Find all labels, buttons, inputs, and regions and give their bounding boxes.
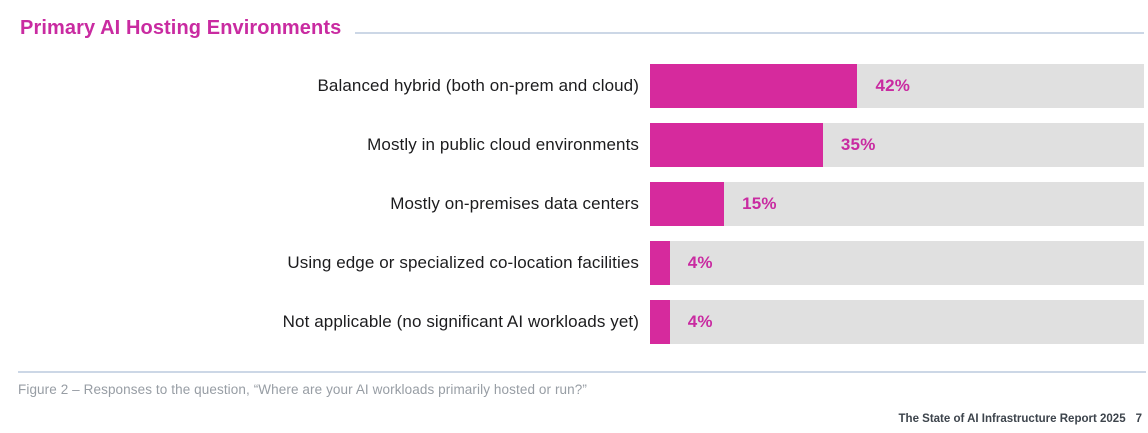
bar xyxy=(650,300,670,344)
bar-chart-row: Mostly on-premises data centers 15% xyxy=(0,182,1144,226)
bar-chart-row: Balanced hybrid (both on-prem and cloud)… xyxy=(0,64,1144,108)
bar-value-label: 42% xyxy=(875,76,911,95)
bar-track: 4% xyxy=(650,241,1144,285)
report-title: The State of AI Infrastructure Report 20… xyxy=(898,413,1126,425)
bar-value-label: 4% xyxy=(687,312,713,331)
bar-value-label: 4% xyxy=(687,253,713,272)
figure-caption: Figure 2 – Responses to the question, “W… xyxy=(18,382,587,397)
category-label: Mostly on-premises data centers xyxy=(390,194,639,213)
page-number: 7 xyxy=(1135,413,1142,425)
bar-track: 35% xyxy=(650,123,1144,167)
category-label: Mostly in public cloud environments xyxy=(367,135,639,154)
bar xyxy=(650,182,725,226)
chart-title: Primary AI Hosting Environments xyxy=(20,16,342,39)
bar xyxy=(650,123,823,167)
category-label: Using edge or specialized co-location fa… xyxy=(287,253,639,272)
chart-header: Primary AI Hosting Environments xyxy=(0,14,1148,42)
bar-track: 15% xyxy=(650,182,1144,226)
bar xyxy=(650,64,858,108)
bar xyxy=(650,241,670,285)
bar-chart-row: Mostly in public cloud environments 35% xyxy=(0,123,1144,167)
bar-chart-row: Not applicable (no significant AI worklo… xyxy=(0,300,1144,344)
bar-value-label: 35% xyxy=(840,135,876,154)
bar-track: 42% xyxy=(650,64,1144,108)
title-divider-line xyxy=(355,32,1144,34)
footer-divider-line xyxy=(18,371,1146,373)
bar-value-label: 15% xyxy=(742,194,777,213)
report-page: Primary AI Hosting Environments Balanced… xyxy=(0,14,1148,425)
bar-chart: Balanced hybrid (both on-prem and cloud)… xyxy=(0,64,1148,344)
bar-track: 4% xyxy=(650,300,1144,344)
category-label: Balanced hybrid (both on-prem and cloud) xyxy=(317,76,639,95)
bar-chart-row: Using edge or specialized co-location fa… xyxy=(0,241,1144,285)
report-footer: The State of AI Infrastructure Report 20… xyxy=(899,413,1142,425)
category-label: Not applicable (no significant AI worklo… xyxy=(282,312,639,331)
